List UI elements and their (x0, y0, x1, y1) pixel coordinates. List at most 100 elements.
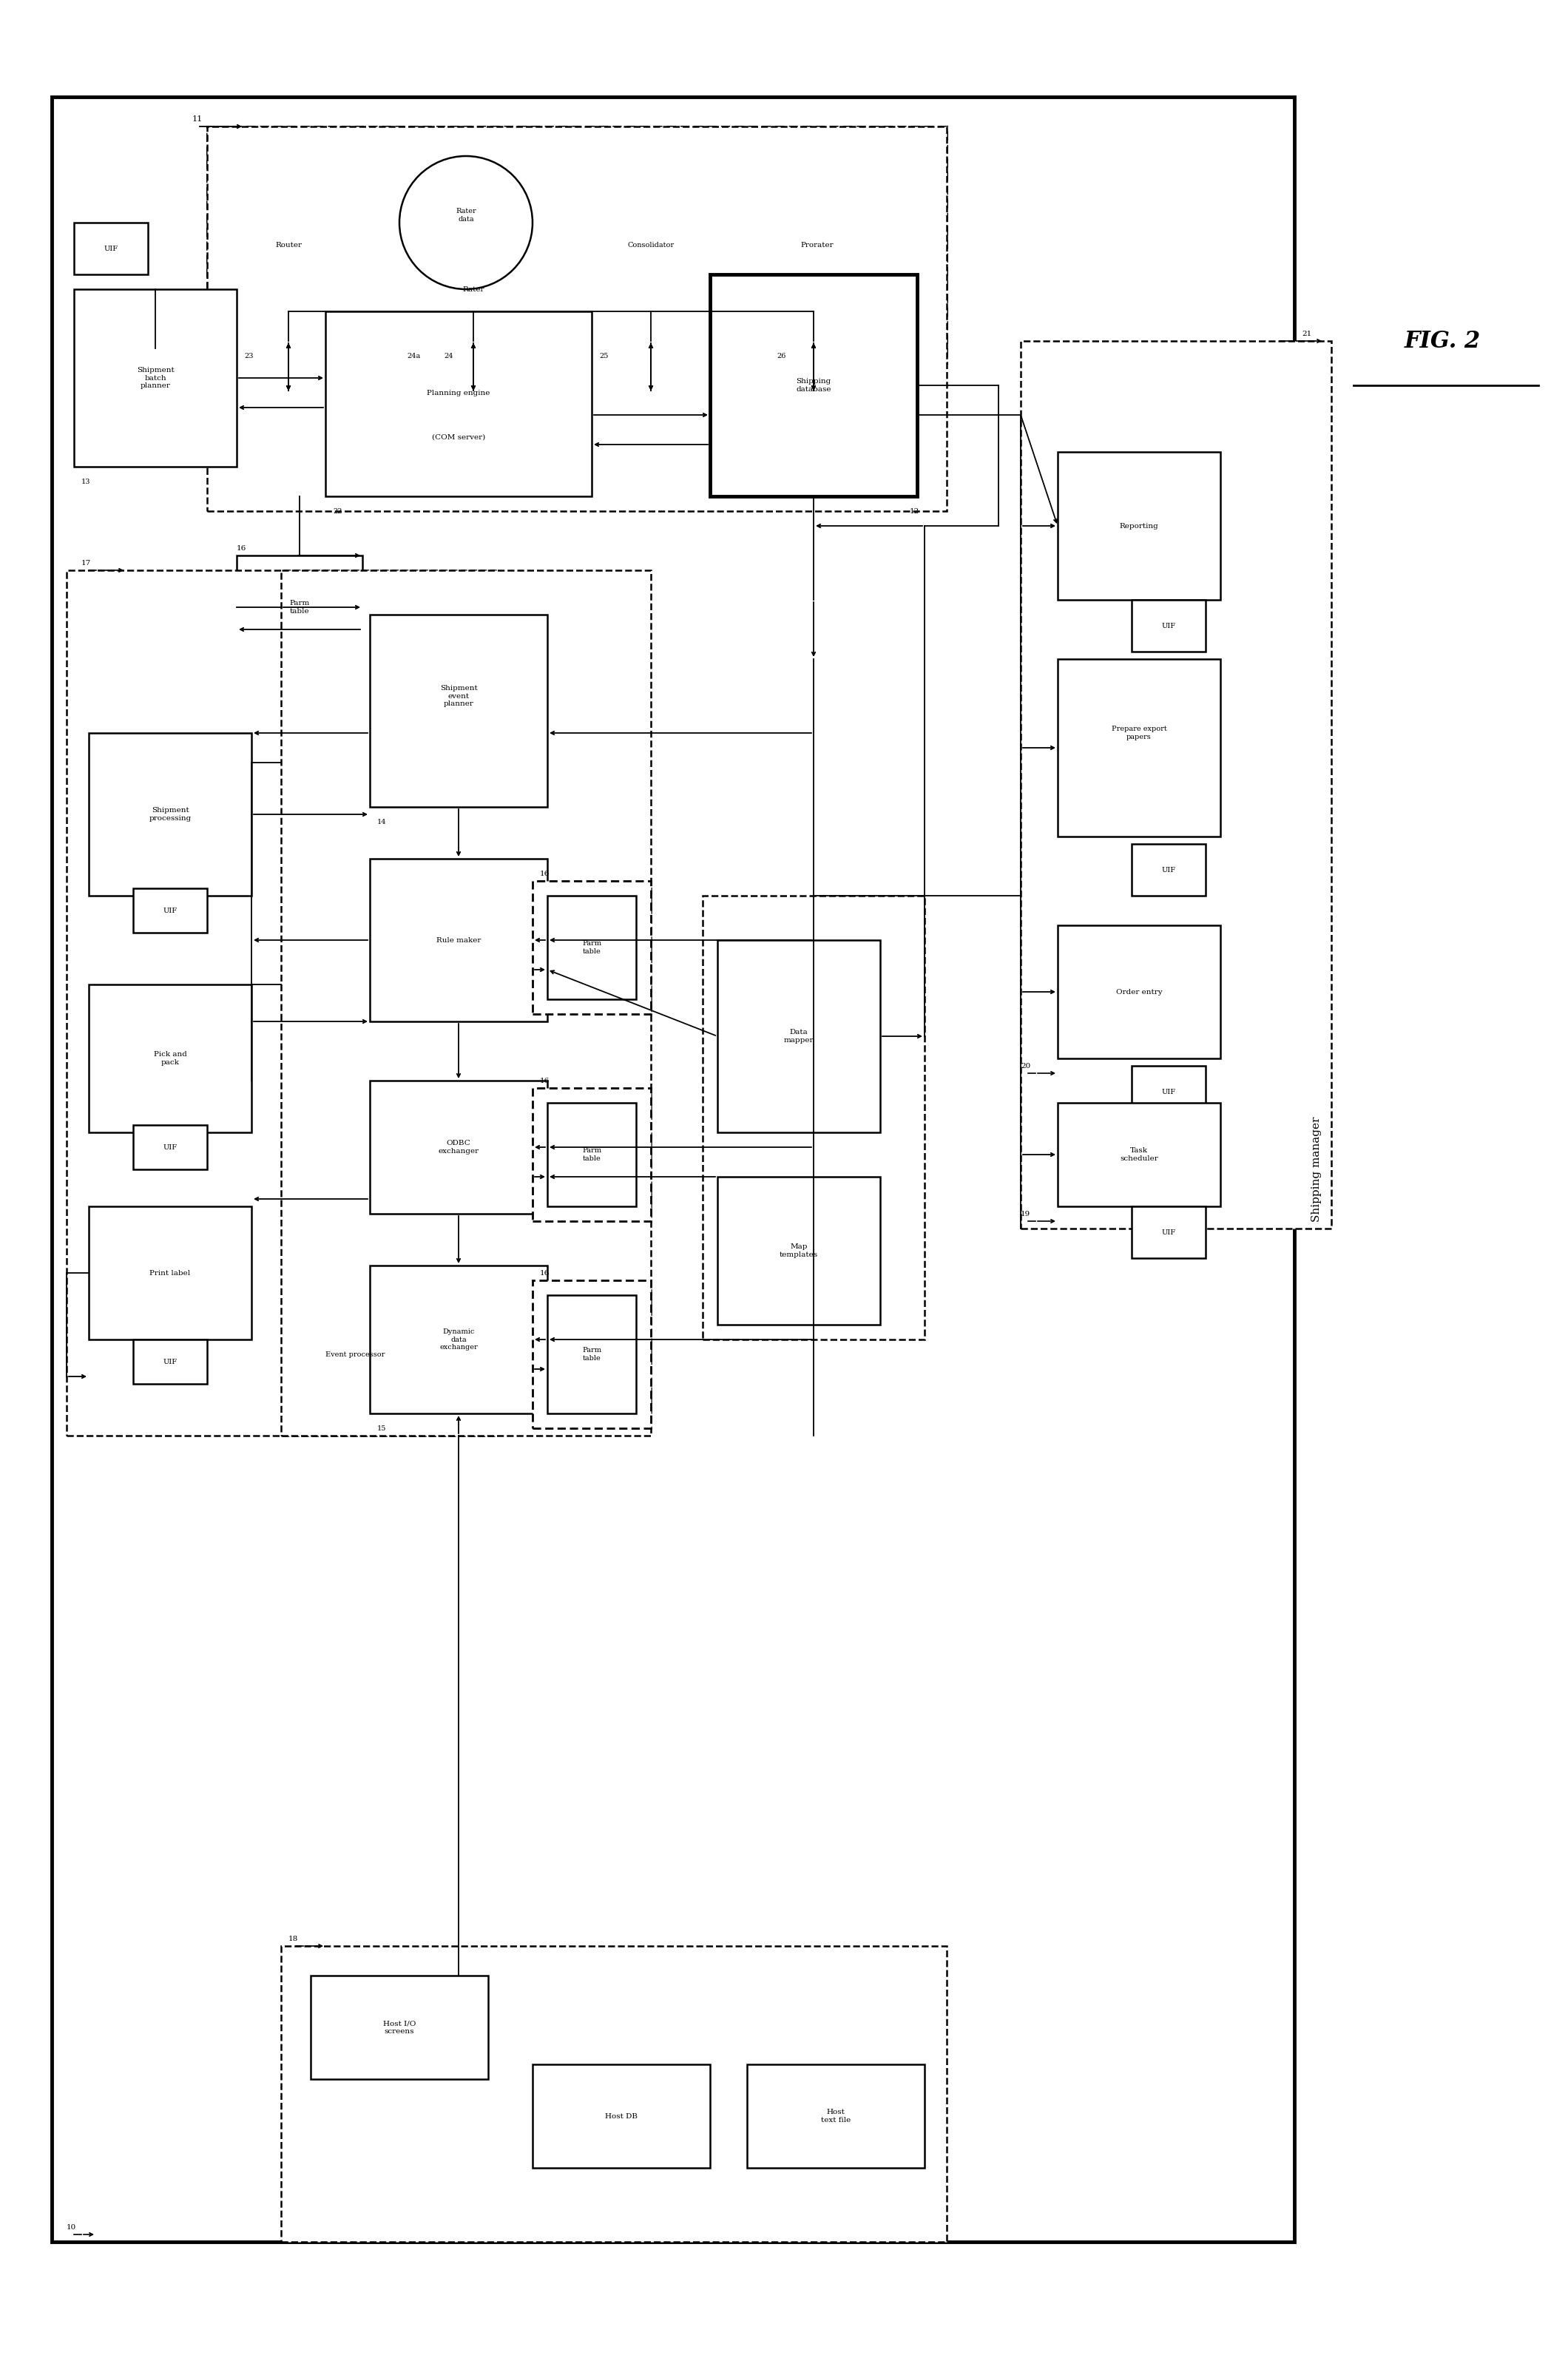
Text: Rater: Rater (463, 285, 485, 292)
Text: Host I/O
screens: Host I/O screens (383, 2021, 416, 2035)
Bar (237, 556, 362, 658)
Bar (66, 570, 495, 1434)
Bar (1021, 342, 1331, 1228)
Bar (74, 223, 147, 276)
Bar (89, 734, 251, 895)
Bar (133, 1126, 207, 1168)
Bar (533, 2064, 710, 2168)
Text: 23: 23 (245, 351, 254, 359)
Text: 16: 16 (237, 544, 246, 551)
Text: UIF: UIF (1162, 1228, 1176, 1235)
Text: Shipping manager: Shipping manager (1311, 1116, 1322, 1223)
Bar (746, 2064, 925, 2168)
Text: Consolidator: Consolidator (627, 242, 674, 247)
Bar (422, 238, 525, 342)
Bar (547, 1294, 637, 1413)
Bar (1058, 926, 1220, 1059)
Bar (133, 1340, 207, 1385)
Text: Shipment
processing: Shipment processing (149, 808, 191, 822)
Text: Rater
data: Rater data (456, 209, 477, 223)
Text: Parm
table: Parm table (582, 940, 602, 955)
Bar (207, 126, 947, 511)
Text: ODBC
exchanger: ODBC exchanger (437, 1140, 478, 1154)
Text: UIF: UIF (1162, 622, 1176, 629)
Text: Router: Router (274, 242, 301, 247)
Bar (1058, 658, 1220, 836)
Bar (1132, 843, 1206, 895)
Text: Event processor: Event processor (326, 1351, 384, 1358)
Bar (281, 1945, 947, 2242)
Text: 18: 18 (289, 1936, 298, 1943)
Bar (547, 895, 637, 1000)
Text: 16: 16 (539, 869, 550, 876)
Bar (326, 311, 591, 496)
Bar (1132, 1066, 1206, 1119)
Text: 25: 25 (599, 351, 608, 359)
Text: Planning engine: Planning engine (426, 390, 491, 397)
Bar (207, 126, 947, 363)
Bar (762, 150, 873, 342)
Bar (74, 290, 237, 468)
Bar (702, 895, 925, 1340)
Bar (718, 1176, 880, 1325)
Bar (1058, 451, 1220, 601)
Bar (1132, 601, 1206, 651)
Text: 24a: 24a (406, 351, 420, 359)
Text: (COM server): (COM server) (431, 435, 485, 439)
Text: Data
mapper: Data mapper (784, 1028, 814, 1043)
Bar (133, 888, 207, 933)
Bar (370, 1081, 547, 1214)
Text: 12: 12 (909, 508, 919, 515)
Bar (533, 881, 651, 1014)
Bar (310, 1976, 488, 2078)
Bar (577, 150, 724, 342)
Text: 17: 17 (82, 560, 91, 565)
Text: 22: 22 (332, 508, 342, 515)
Text: Task
scheduler: Task scheduler (1120, 1147, 1159, 1161)
Text: Host DB: Host DB (605, 2114, 638, 2118)
Text: Parm
table: Parm table (290, 601, 309, 615)
Text: 19: 19 (1021, 1211, 1030, 1216)
Text: 16: 16 (539, 1078, 550, 1083)
Text: Rule maker: Rule maker (436, 936, 481, 943)
Text: 11: 11 (193, 116, 202, 123)
Text: 16: 16 (539, 1271, 550, 1275)
Text: 24: 24 (444, 351, 453, 359)
Text: 21: 21 (1301, 330, 1311, 337)
Text: 13: 13 (82, 477, 91, 484)
Text: Parm
table: Parm table (582, 1147, 602, 1161)
Text: UIF: UIF (1162, 1088, 1176, 1095)
Bar (718, 940, 880, 1133)
Text: Shipment
batch
planner: Shipment batch planner (136, 368, 174, 390)
Bar (370, 860, 547, 1021)
Text: 10: 10 (66, 2223, 77, 2230)
Text: Dynamic
data
exchanger: Dynamic data exchanger (439, 1328, 478, 1351)
Ellipse shape (400, 157, 533, 290)
Bar (281, 570, 651, 1434)
Text: UIF: UIF (163, 1145, 177, 1150)
Text: 15: 15 (378, 1425, 386, 1432)
Bar (370, 615, 547, 808)
Text: Reporting: Reporting (1120, 522, 1159, 530)
Bar (89, 1206, 251, 1340)
Text: Print label: Print label (149, 1271, 190, 1275)
Text: 20: 20 (1021, 1062, 1030, 1069)
Text: UIF: UIF (163, 907, 177, 914)
Bar (547, 1102, 637, 1206)
Text: 26: 26 (776, 351, 786, 359)
Text: Prorater: Prorater (801, 242, 834, 247)
Text: Pick and
pack: Pick and pack (154, 1052, 187, 1066)
Text: Shipping
database: Shipping database (797, 378, 831, 392)
Text: UIF: UIF (103, 245, 118, 252)
Bar (1132, 1206, 1206, 1259)
Bar (710, 276, 917, 496)
Bar (1058, 1102, 1220, 1206)
Bar (533, 1088, 651, 1221)
Bar (229, 150, 348, 342)
Text: UIF: UIF (163, 1358, 177, 1366)
Bar (370, 1266, 547, 1413)
Text: Prepare export
papers: Prepare export papers (1112, 727, 1167, 741)
Text: Shipment
event
planner: Shipment event planner (439, 684, 477, 708)
Bar (533, 1280, 651, 1427)
Bar (89, 986, 251, 1133)
